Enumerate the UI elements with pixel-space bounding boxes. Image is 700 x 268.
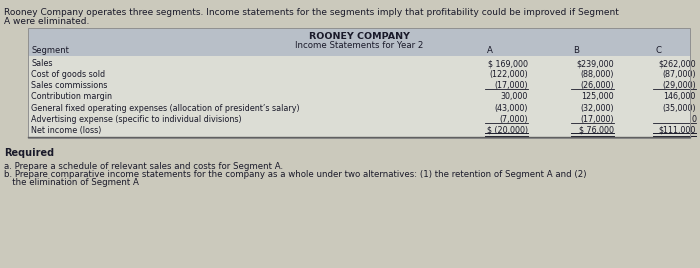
Text: Advertising expense (specific to individual divisions): Advertising expense (specific to individ… — [31, 115, 242, 124]
Text: General fixed operating expenses (allocation of president’s salary): General fixed operating expenses (alloca… — [31, 103, 300, 113]
Text: $262,000: $262,000 — [659, 59, 696, 68]
Text: b. Prepare comparative income statements for the company as a whole under two al: b. Prepare comparative income statements… — [4, 170, 587, 179]
Text: (43,000): (43,000) — [494, 103, 528, 113]
Text: Net income (loss): Net income (loss) — [31, 126, 101, 135]
Text: Contribution margin: Contribution margin — [31, 92, 112, 101]
Bar — [28, 28, 690, 56]
Text: 125,000: 125,000 — [582, 92, 614, 101]
Text: (32,000): (32,000) — [580, 103, 614, 113]
Text: (122,000): (122,000) — [489, 70, 528, 79]
Text: 146,000: 146,000 — [664, 92, 696, 101]
Text: (87,000): (87,000) — [662, 70, 696, 79]
Text: $ 169,000: $ 169,000 — [488, 59, 528, 68]
Text: $ 76,000: $ 76,000 — [579, 126, 614, 135]
Text: Required: Required — [4, 148, 54, 158]
Text: (7,000): (7,000) — [499, 115, 528, 124]
Text: (17,000): (17,000) — [494, 81, 528, 90]
Text: (17,000): (17,000) — [580, 115, 614, 124]
Text: B: B — [573, 46, 579, 55]
Text: A were eliminated.: A were eliminated. — [4, 17, 90, 26]
Text: ROONEY COMPANY: ROONEY COMPANY — [309, 32, 409, 41]
Text: $111,000: $111,000 — [659, 126, 696, 135]
Text: (26,000): (26,000) — [580, 81, 614, 90]
Text: C: C — [655, 46, 661, 55]
Text: Segment: Segment — [31, 46, 69, 55]
Text: a. Prepare a schedule of relevant sales and costs for Segment A.: a. Prepare a schedule of relevant sales … — [4, 162, 283, 171]
Text: Sales commissions: Sales commissions — [31, 81, 107, 90]
Text: (29,000): (29,000) — [662, 81, 696, 90]
Text: Sales: Sales — [31, 59, 52, 68]
Text: 30,000: 30,000 — [500, 92, 528, 101]
Text: Cost of goods sold: Cost of goods sold — [31, 70, 105, 79]
Text: 0: 0 — [691, 115, 696, 124]
Bar — [28, 28, 690, 138]
Bar — [28, 56, 690, 138]
Text: $ (20,000): $ (20,000) — [487, 126, 528, 135]
Text: A: A — [487, 46, 493, 55]
Text: $239,000: $239,000 — [576, 59, 614, 68]
Text: the elimination of Segment A: the elimination of Segment A — [4, 178, 139, 187]
Text: (35,000): (35,000) — [662, 103, 696, 113]
Text: Income Statements for Year 2: Income Statements for Year 2 — [295, 41, 424, 50]
Text: Rooney Company operates three segments. Income statements for the segments imply: Rooney Company operates three segments. … — [4, 8, 619, 17]
Text: (88,000): (88,000) — [580, 70, 614, 79]
